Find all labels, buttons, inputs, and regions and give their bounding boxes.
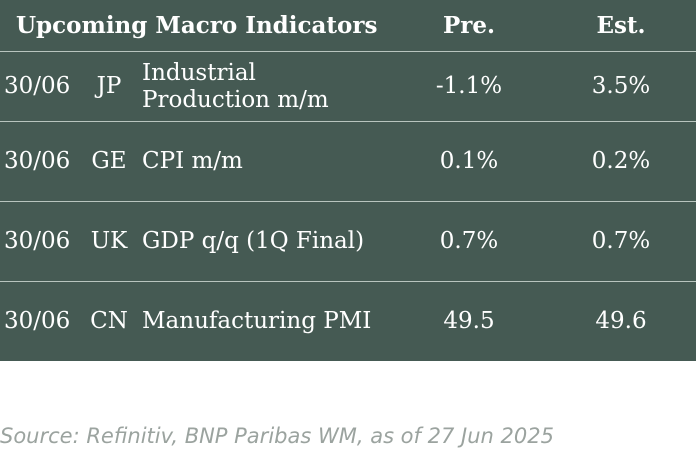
row-estimate-value: 0.2%: [591, 148, 651, 174]
row-previous-value: -1.1%: [435, 73, 503, 99]
row-country: JP: [96, 73, 122, 99]
row-date: 30/06: [4, 308, 71, 334]
column-header-estimate: Est.: [596, 12, 646, 39]
row-country: UK: [90, 228, 128, 254]
row-country: GE: [91, 148, 127, 174]
table-row: 30/06 CN Manufacturing PMI 49.5 49.6: [0, 282, 696, 361]
row-estimate-value: 49.6: [595, 308, 647, 334]
table-row: 30/06 GE CPI m/m 0.1% 0.2%: [0, 122, 696, 202]
row-estimate-value: 3.5%: [591, 73, 651, 99]
row-previous-value: 0.7%: [439, 228, 499, 254]
row-date: 30/06: [4, 73, 71, 99]
macro-indicators-table: Upcoming Macro Indicators Pre. Est. 30/0…: [0, 0, 696, 361]
row-indicator: Manufacturing PMI: [142, 308, 372, 334]
row-date: 30/06: [4, 148, 71, 174]
row-country: CN: [90, 308, 128, 334]
table-header-row: Upcoming Macro Indicators Pre. Est.: [0, 0, 696, 52]
table-row: 30/06 UK GDP q/q (1Q Final) 0.7% 0.7%: [0, 202, 696, 282]
row-previous-value: 0.1%: [439, 148, 499, 174]
row-indicator: CPI m/m: [142, 148, 243, 174]
column-header-previous: Pre.: [442, 12, 496, 39]
source-note: Source: Refinitiv, BNP Paribas WM, as of…: [0, 424, 554, 448]
row-previous-value: 49.5: [443, 308, 495, 334]
table-title: Upcoming Macro Indicators: [16, 12, 378, 39]
row-date: 30/06: [4, 228, 71, 254]
table-row: 30/06 JP Industrial Production m/m -1.1%…: [0, 52, 696, 122]
row-indicator: Industrial Production m/m: [142, 59, 329, 113]
row-estimate-value: 0.7%: [591, 228, 651, 254]
row-indicator: GDP q/q (1Q Final): [142, 228, 365, 254]
